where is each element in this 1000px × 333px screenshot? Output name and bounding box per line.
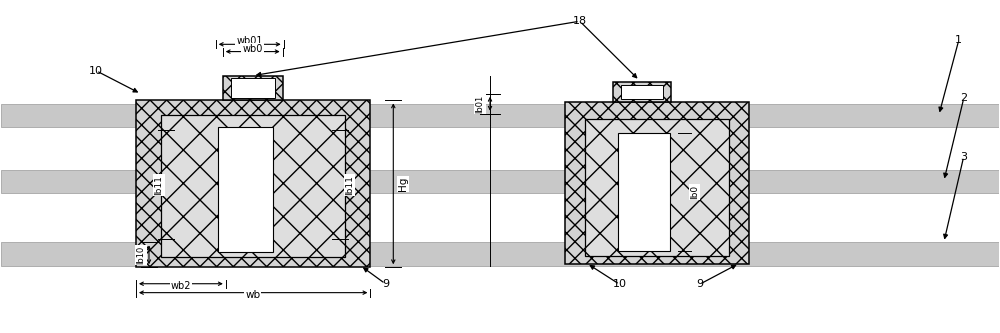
Bar bbox=[161, 115, 345, 257]
Bar bbox=[231, 78, 275, 98]
Text: lb01: lb01 bbox=[476, 95, 485, 113]
Bar bbox=[218, 127, 273, 252]
Text: lb11: lb11 bbox=[345, 175, 354, 194]
Bar bbox=[1, 104, 999, 127]
Text: 18: 18 bbox=[573, 16, 587, 26]
Text: lb10: lb10 bbox=[136, 246, 146, 264]
Bar bbox=[585, 119, 729, 256]
Text: 2: 2 bbox=[960, 94, 967, 104]
Text: 10: 10 bbox=[613, 279, 627, 289]
Text: wb0: wb0 bbox=[243, 44, 263, 54]
Bar bbox=[621, 85, 663, 100]
Text: lb0: lb0 bbox=[690, 185, 699, 199]
Bar bbox=[565, 102, 749, 264]
Text: 9: 9 bbox=[696, 279, 703, 289]
Bar bbox=[1, 170, 999, 193]
Bar bbox=[618, 134, 670, 251]
Bar bbox=[136, 101, 370, 267]
Text: 1: 1 bbox=[955, 35, 962, 45]
Text: wb2: wb2 bbox=[171, 281, 191, 291]
Text: wb: wb bbox=[245, 290, 260, 300]
Text: wb01: wb01 bbox=[236, 36, 263, 46]
Text: Hg: Hg bbox=[398, 177, 408, 191]
Bar bbox=[613, 82, 671, 102]
Text: 10: 10 bbox=[89, 66, 103, 76]
Text: 3: 3 bbox=[960, 152, 967, 162]
Text: lb11: lb11 bbox=[154, 175, 163, 194]
Text: 9: 9 bbox=[382, 279, 389, 289]
Bar bbox=[1, 242, 999, 265]
Bar bbox=[223, 76, 283, 101]
